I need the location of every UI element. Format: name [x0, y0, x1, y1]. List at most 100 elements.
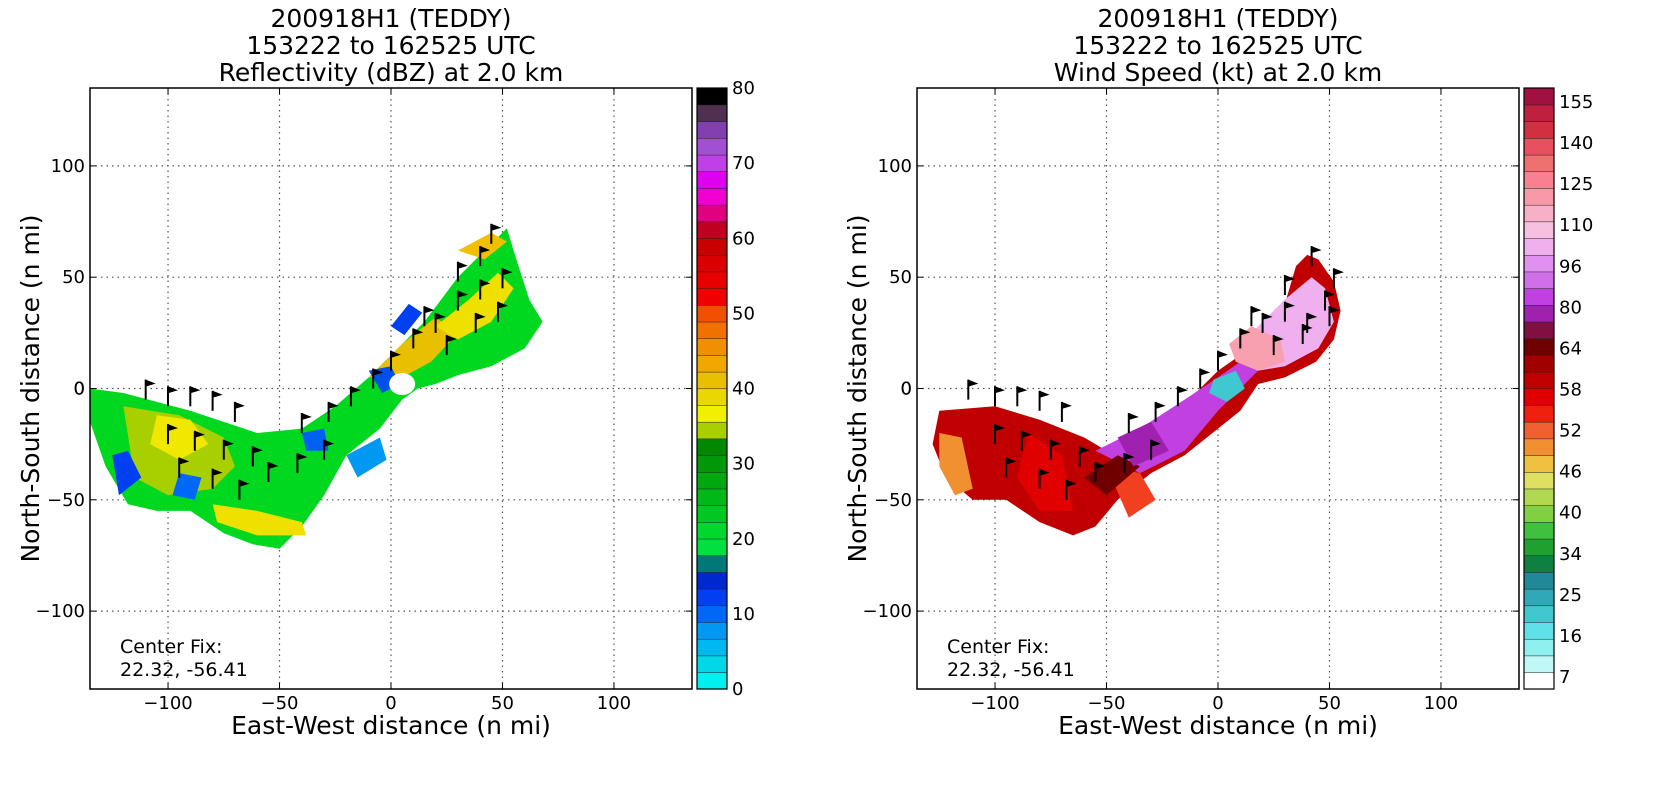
wind-barb-flag: [1284, 275, 1295, 282]
wind-barb: [1049, 439, 1061, 460]
wind-barb: [1199, 368, 1211, 389]
wind-barb-flag: [391, 350, 401, 358]
colorbar-segment: [1523, 521, 1555, 540]
wind-barb-flag: [1128, 413, 1139, 420]
colorbar-tick-label: 60: [732, 228, 755, 249]
wind-barb-flag: [1333, 268, 1344, 276]
field-region: [391, 303, 423, 336]
wind-barb-flag: [1311, 246, 1322, 254]
colorbar-segment: [1523, 672, 1555, 690]
y-axis-label: North-South distance (n mi): [843, 214, 872, 562]
colorbar-segment: [1523, 254, 1555, 273]
wind-barbs: [144, 223, 513, 500]
wind-barb: [1283, 275, 1295, 295]
wind-barb-flag: [1066, 479, 1077, 487]
colorbar-segment: [696, 638, 728, 657]
wind-barb-flag: [1273, 335, 1284, 343]
wind-barb: [1038, 390, 1050, 411]
field-region: [1084, 455, 1140, 496]
colorbar-segment: [1523, 655, 1555, 673]
wind-barb-flag: [502, 268, 513, 276]
colorbar-segment: [696, 371, 728, 390]
center-fix-value: 22.32, -56.41: [947, 659, 1075, 681]
wind-barb: [327, 401, 339, 422]
chart-title-line: 200918H1 (TEDDY): [270, 4, 511, 33]
wind-barb-flag: [995, 386, 1005, 394]
colorbar-segment: [1523, 321, 1555, 339]
x-tick-label: 100: [1424, 693, 1458, 714]
wind-barb-flag: [324, 439, 335, 447]
y-tick-label: 100: [878, 156, 912, 177]
wind-barb-flag: [168, 386, 178, 394]
colorbar-segment: [696, 505, 728, 523]
colorbar-frame: [1523, 87, 1555, 690]
x-tick-label: 100: [597, 693, 631, 714]
wind-barb: [1310, 246, 1322, 267]
wind-barb: [1020, 430, 1032, 451]
colorbar-segment: [696, 271, 728, 289]
wind-barb: [349, 386, 361, 407]
field-region: [172, 473, 202, 500]
colorbar-segment: [696, 104, 728, 122]
colorbar-segment: [696, 388, 728, 406]
field-region: [112, 450, 142, 496]
wind-barb-flag: [252, 446, 263, 454]
wind-barb-flag: [413, 328, 424, 336]
wind-barb-flag: [179, 457, 190, 465]
wind-barb-flag: [1329, 306, 1340, 314]
wind-barb-flag: [168, 424, 178, 432]
data-field: [932, 254, 1341, 536]
colorbar-tick-label: 80: [1559, 297, 1582, 318]
wind-barb-flag: [1151, 439, 1162, 447]
colorbar-segment: [696, 154, 728, 173]
field-region: [1117, 421, 1169, 467]
colorbar-tick-label: 34: [1559, 544, 1582, 565]
wind-barb: [1078, 446, 1090, 467]
wind-barb: [267, 462, 279, 482]
wind-barb-flag: [1050, 439, 1061, 447]
wind-barb: [1324, 290, 1335, 311]
colorbar-segment: [1523, 154, 1555, 173]
field-region: [150, 415, 209, 460]
wind-barb-flag: [1095, 462, 1106, 469]
field-region: [346, 437, 387, 478]
colorbar-segment: [696, 655, 728, 673]
wind-barb-flag: [480, 279, 491, 287]
colorbar-tick-label: 40: [1559, 503, 1582, 524]
x-axis-label: East-West distance (n mi): [1058, 711, 1378, 740]
colorbar-tick-label: 58: [1559, 380, 1582, 401]
colorbar-tick-label: 140: [1559, 133, 1593, 154]
wind-barb: [1176, 386, 1188, 407]
wind-barb-flag: [968, 379, 979, 387]
wind-barb: [423, 306, 435, 327]
colorbar-segment: [696, 204, 728, 223]
wind-barb: [323, 439, 335, 460]
colorbar-tick-label: 16: [1559, 626, 1582, 647]
colorbar-segment: [696, 87, 728, 106]
chart-title-line: Reflectivity (dBZ) at 2.0 km: [219, 58, 564, 87]
field-region: [457, 232, 507, 260]
wind-speed-panel: 200918H1 (TEDDY) 153222 to 162525 UTC Wind…: [827, 0, 1654, 787]
colorbar-segment: [696, 288, 728, 306]
y-axis-label: North-South distance (n mi): [16, 214, 45, 562]
y-tick-label: −50: [874, 490, 912, 511]
wind-barbs: [967, 246, 1344, 500]
wind-barb: [1150, 439, 1162, 460]
wind-barb: [1250, 306, 1262, 327]
x-tick-label: −100: [143, 693, 192, 714]
wind-barb-flag: [435, 312, 446, 320]
colorbar-segment: [696, 321, 728, 339]
wind-barb: [238, 479, 250, 500]
wind-barb: [1123, 453, 1135, 474]
wind-barb: [1239, 328, 1251, 349]
center-fix-value: 22.32, -56.41: [120, 659, 248, 681]
colorbar-segment: [696, 121, 728, 139]
wind-barb: [144, 379, 156, 400]
wind-barb-flag: [1039, 390, 1050, 398]
wind-barb: [479, 246, 491, 267]
x-tick-label: 0: [1212, 693, 1223, 714]
colorbar-segment: [1523, 571, 1555, 590]
wind-barb-flag: [1325, 290, 1335, 298]
colorbar-segment: [1523, 171, 1555, 189]
wind-barb: [1127, 413, 1139, 433]
